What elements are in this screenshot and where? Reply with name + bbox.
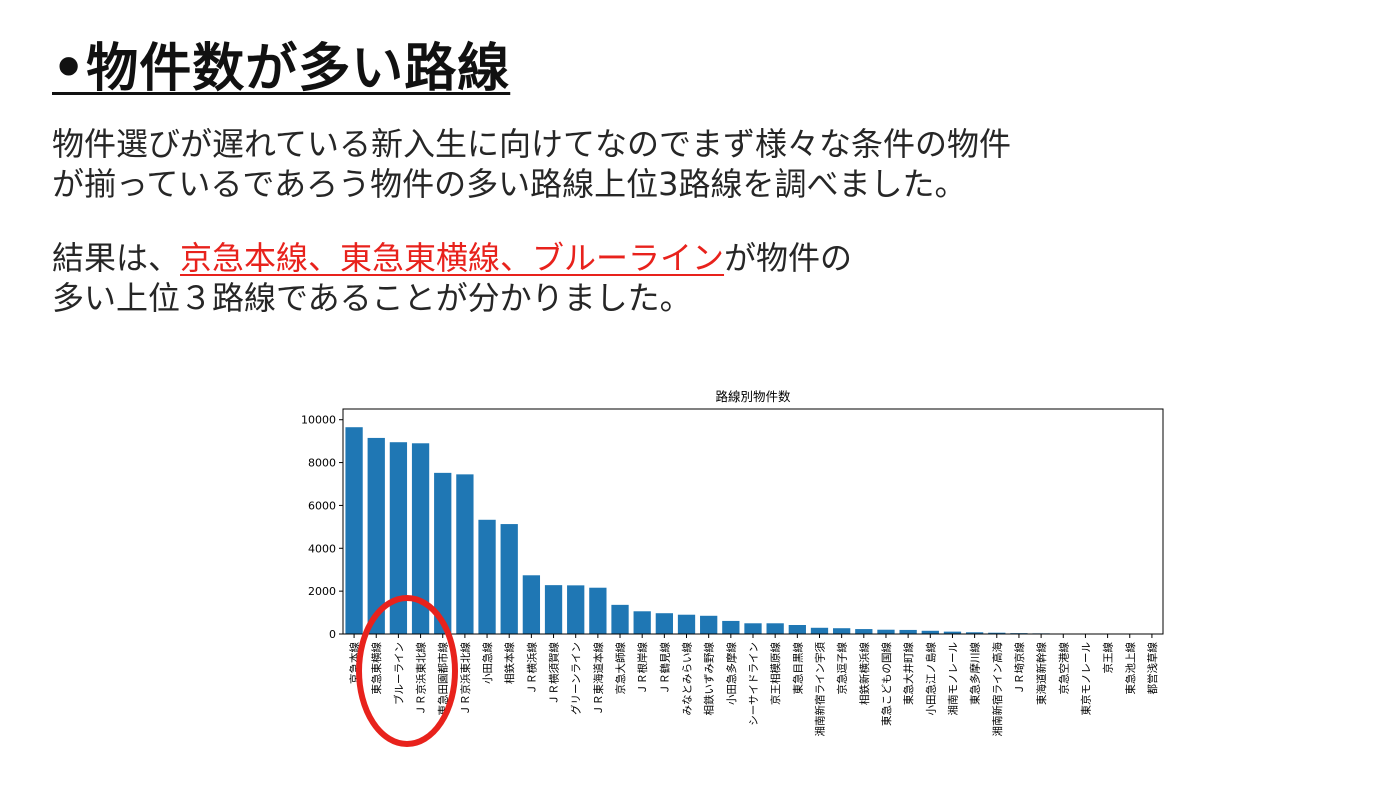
bar bbox=[677, 614, 696, 634]
x-tick-label: グリーンライン bbox=[570, 642, 583, 715]
chart-title: 路線別物件数 bbox=[715, 389, 791, 404]
result-line-2: 多い上位３路線であることが分かりました。 bbox=[52, 279, 692, 317]
bar bbox=[522, 575, 541, 634]
result-suffix: が物件の bbox=[724, 239, 853, 277]
bar bbox=[877, 629, 895, 634]
bar bbox=[367, 437, 385, 634]
x-tick-label: 小田急江ノ島線 bbox=[924, 642, 937, 716]
y-tick-label: 4000 bbox=[308, 542, 336, 555]
x-tick-label: 東急池上線 bbox=[1124, 642, 1137, 695]
bar bbox=[633, 611, 651, 634]
x-tick-label: ブルーライン bbox=[392, 642, 405, 705]
x-tick-label: シーサイドライン bbox=[748, 642, 760, 726]
x-tick-label: 京急大師線 bbox=[614, 642, 627, 695]
bar bbox=[700, 615, 718, 634]
bar bbox=[899, 629, 917, 634]
x-tick-label: 東急目黒線 bbox=[791, 642, 804, 695]
result-prefix: 結果は、 bbox=[52, 239, 181, 277]
x-tick-label: 湘南モノレール bbox=[946, 642, 959, 716]
x-tick-label: 東海道新幹線 bbox=[1035, 642, 1048, 705]
x-tick-label: 東急田園都市線 bbox=[437, 642, 450, 716]
bar bbox=[456, 474, 474, 634]
top3-annotation-circle bbox=[356, 595, 458, 747]
bar bbox=[411, 443, 430, 634]
bar bbox=[965, 632, 984, 634]
result-line-1: 結果は、京急本線、東急東横線、ブルーラインが物件の bbox=[52, 238, 852, 278]
x-tick-label: ＪＲ横浜線 bbox=[525, 642, 538, 695]
x-tick-label: 京急逗子線 bbox=[836, 642, 849, 695]
x-tick-label: 小田急多摩線 bbox=[725, 642, 738, 705]
bar bbox=[988, 632, 1006, 634]
x-tick-label: みなとみらい線 bbox=[681, 642, 694, 716]
y-tick-label: 0 bbox=[329, 628, 336, 641]
bar bbox=[744, 623, 762, 634]
x-tick-label: 湘南新宿ライン高海 bbox=[991, 642, 1004, 737]
top3-highlight: 京急本線、東急東横線、ブルーライン bbox=[180, 239, 725, 277]
x-tick-label: 東急東横線 bbox=[370, 642, 383, 695]
y-tick-label: 10000 bbox=[301, 414, 336, 427]
bar bbox=[434, 472, 452, 634]
x-tick-label: 京王線 bbox=[1102, 642, 1115, 674]
x-tick-label: ＪＲ鶴見線 bbox=[658, 642, 671, 695]
y-tick-label: 6000 bbox=[308, 499, 336, 512]
x-axis: 京急本線 東急東横線 ブルーライン ＪＲ京浜東北線 東急田園都市線 ＪＲ京浜東北線 小田急線… bbox=[348, 634, 1159, 737]
bar bbox=[567, 585, 585, 634]
x-tick-label: 相鉄いずみ野線 bbox=[703, 642, 716, 716]
x-tick-label: 東急大井町線 bbox=[902, 642, 915, 705]
bar bbox=[788, 625, 806, 634]
bar bbox=[722, 620, 740, 634]
bar bbox=[500, 524, 518, 634]
bar bbox=[833, 628, 851, 634]
bar bbox=[345, 427, 363, 634]
y-tick-label: 8000 bbox=[308, 457, 336, 470]
x-tick-label: 東急多摩川線 bbox=[969, 642, 982, 705]
intro-line-2: が揃っているであろう物件の多い路線上位3路線を調べました。 bbox=[52, 165, 967, 203]
x-tick-label: 相鉄本線 bbox=[503, 642, 516, 684]
bar bbox=[943, 631, 962, 634]
intro-paragraph: 物件選びが遅れている新入生に向けてなのでまず様々な条件の物件 が揃っているであろ… bbox=[52, 124, 1011, 204]
x-tick-label: ＪＲ埼京線 bbox=[1013, 642, 1026, 695]
x-tick-label: 相鉄新横浜線 bbox=[858, 642, 871, 705]
y-axis: 0 2000 4000 6000 8000 10000 bbox=[301, 414, 343, 641]
bar bbox=[589, 587, 607, 634]
x-tick-label: 小田急線 bbox=[481, 642, 494, 684]
bar bbox=[478, 519, 496, 634]
x-tick-label: 湘南新宿ライン宇須 bbox=[813, 642, 826, 737]
bar bbox=[655, 613, 673, 634]
bar bbox=[855, 629, 873, 634]
bar bbox=[611, 604, 629, 634]
slide-title: •物件数が多い路線 bbox=[52, 38, 511, 99]
y-tick-label: 2000 bbox=[308, 585, 336, 598]
x-tick-label: 都営浅草線 bbox=[1146, 642, 1159, 695]
bar bbox=[389, 442, 408, 634]
result-paragraph: 結果は、京急本線、東急東横線、ブルーラインが物件の 多い上位３路線であることが分… bbox=[52, 238, 852, 318]
plot-frame bbox=[342, 408, 1164, 635]
x-tick-label: ＪＲ東海道本線 bbox=[592, 642, 605, 716]
x-tick-label: ＪＲ横須賀線 bbox=[548, 642, 561, 705]
x-tick-label: 京王相模原線 bbox=[769, 642, 782, 705]
x-tick-label: ＪＲ京浜東北線 bbox=[459, 642, 472, 716]
x-tick-label: 東急こどもの国線 bbox=[880, 642, 893, 726]
intro-line-1: 物件選びが遅れている新入生に向けてなのでまず様々な条件の物件 bbox=[52, 125, 1012, 163]
bar bbox=[544, 585, 563, 634]
x-tick-label: ＪＲ根岸線 bbox=[636, 642, 649, 695]
x-tick-label: 京急空港線 bbox=[1057, 642, 1070, 695]
bar bbox=[921, 630, 939, 634]
bar bbox=[810, 627, 829, 634]
x-tick-label: 東京モノレール bbox=[1079, 642, 1092, 716]
bars-group bbox=[345, 427, 1161, 634]
x-tick-label: ＪＲ京浜東北線 bbox=[415, 642, 428, 716]
bar bbox=[766, 623, 784, 634]
